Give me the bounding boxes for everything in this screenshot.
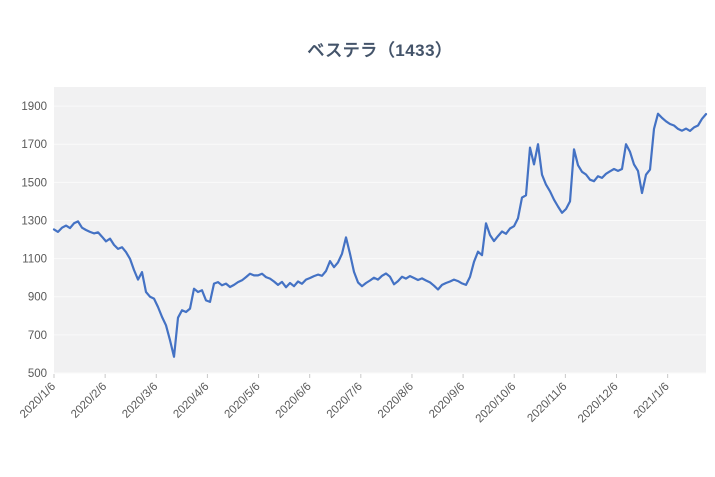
x-axis-label: 2020/4/6 bbox=[171, 381, 211, 421]
y-axis-label: 1900 bbox=[21, 101, 47, 113]
price-line bbox=[52, 112, 708, 358]
x-axis-label: 2021/1/6 bbox=[632, 381, 672, 421]
y-axis-label: 1300 bbox=[21, 215, 47, 227]
y-axis-label: 500 bbox=[28, 368, 47, 380]
y-axis-label: 700 bbox=[28, 330, 47, 342]
y-axis-label: 900 bbox=[28, 292, 47, 304]
x-axis-label: 2020/2/6 bbox=[69, 381, 109, 421]
x-axis-label: 2020/6/6 bbox=[274, 381, 314, 421]
x-axis-label: 2020/5/6 bbox=[223, 381, 263, 421]
x-axis-label: 2020/1/6 bbox=[18, 381, 58, 421]
x-axis-label: 2020/9/6 bbox=[427, 381, 467, 421]
y-axis-label: 1500 bbox=[21, 177, 47, 189]
x-axis-label: 2020/7/6 bbox=[325, 381, 365, 421]
x-axis-label: 2020/10/6 bbox=[474, 381, 519, 426]
chart-title: ベステラ（1433） bbox=[307, 41, 453, 60]
y-axis-label: 1100 bbox=[22, 254, 47, 266]
x-axis-label: 2020/3/6 bbox=[120, 381, 160, 421]
x-axis-label: 2020/8/6 bbox=[376, 381, 416, 421]
x-axis-label: 2020/11/6 bbox=[525, 381, 569, 425]
plot-area bbox=[54, 87, 706, 373]
y-axis-label: 1700 bbox=[21, 139, 47, 151]
x-axis-label: 2020/12/6 bbox=[576, 381, 621, 426]
